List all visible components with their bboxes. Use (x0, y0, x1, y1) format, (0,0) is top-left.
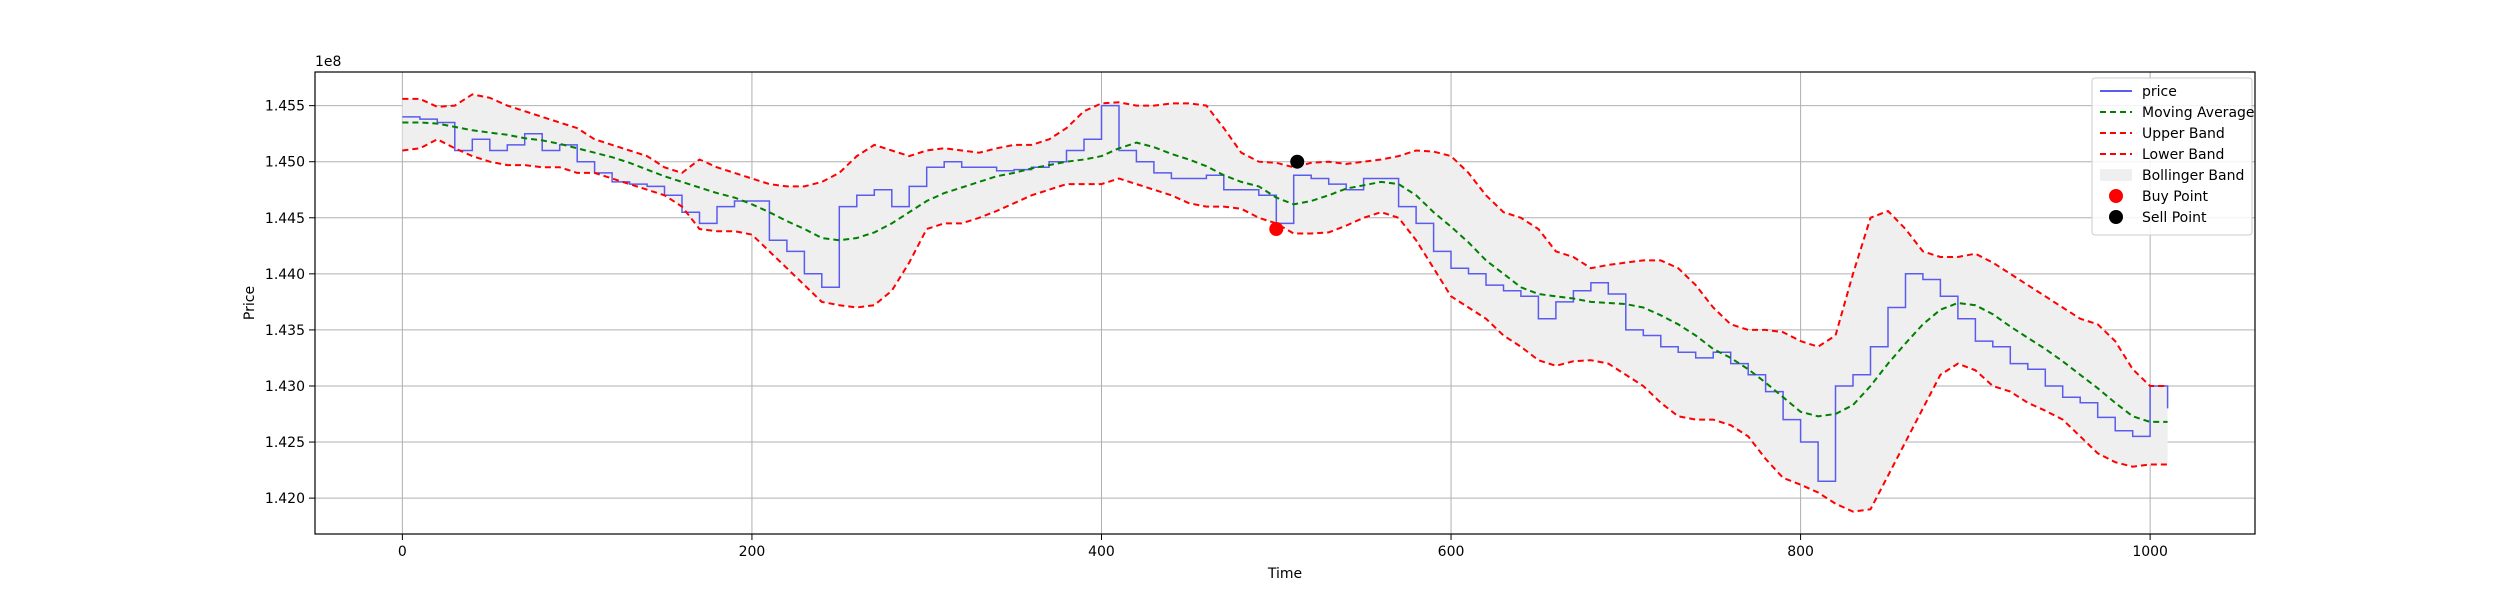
legend-label: Upper Band (2142, 126, 2225, 142)
legend-label: Sell Point (2142, 210, 2207, 226)
series-lines (402, 93, 2169, 513)
y-offset-text: 1e8 (315, 54, 341, 70)
y-tick-label: 1.450 (265, 155, 305, 171)
y-tick-label: 1.420 (265, 491, 305, 507)
x-tick-label: 1000 (2132, 544, 2168, 560)
y-tick-label: 1.435 (265, 323, 305, 339)
x-axis-ticks: 0 200 400 600 800 1000 (398, 534, 2168, 560)
x-tick-label: 800 (1787, 544, 1814, 560)
legend-swatch (2109, 210, 2123, 224)
legend-label: Buy Point (2142, 189, 2208, 205)
upper-band-line (402, 93, 2168, 387)
signal-points (1269, 154, 1305, 236)
bollinger-band-area (402, 94, 2168, 512)
legend-label: Bollinger Band (2142, 168, 2244, 184)
buy-point-marker (1269, 221, 1284, 236)
x-axis-label: Time (1267, 566, 1302, 582)
moving-average-line (402, 121, 2168, 423)
y-tick-label: 1.445 (265, 211, 305, 227)
y-tick-label: 1.430 (265, 379, 305, 395)
y-axis-label: Price (242, 286, 258, 320)
legend-label: Moving Average (2142, 105, 2255, 121)
x-tick-label: 400 (1088, 544, 1115, 560)
price-line (402, 104, 2169, 483)
y-tick-label: 1.425 (265, 435, 305, 451)
legend-label: Lower Band (2142, 147, 2224, 163)
x-tick-label: 200 (739, 544, 766, 560)
legend-box (2091, 77, 2253, 236)
legend-swatch (2100, 169, 2132, 181)
x-tick-label: 0 (398, 544, 407, 560)
sell-point-marker (1290, 154, 1305, 169)
y-tick-label: 1.455 (265, 99, 305, 115)
legend: price Moving Average Upper Band Lower Band B… (2091, 77, 2255, 236)
x-tick-label: 600 (1438, 544, 1465, 560)
legend-label: price (2142, 84, 2177, 100)
y-axis-ticks: 1.420 1.425 1.430 1.435 1.440 1.445 1.450 1.455 (265, 99, 315, 507)
axes-frame (314, 71, 2256, 535)
legend-swatch (2109, 189, 2123, 203)
y-tick-label: 1.440 (265, 267, 305, 283)
bollinger-band-fill (402, 94, 2168, 512)
